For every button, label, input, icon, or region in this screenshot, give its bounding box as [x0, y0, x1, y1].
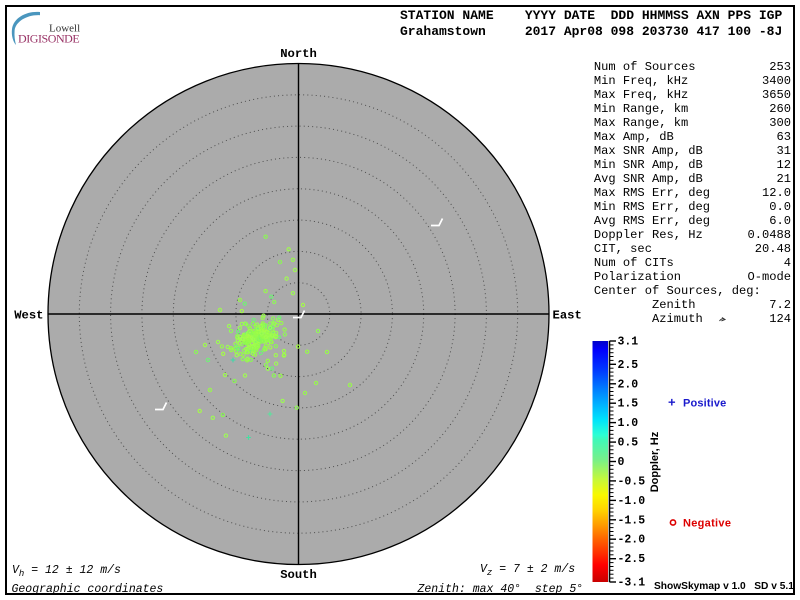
- svg-text:0.0488: 0.0488: [747, 228, 791, 242]
- svg-text:Max Freq, kHz: Max Freq, kHz: [594, 88, 688, 102]
- svg-text:3.1: 3.1: [618, 336, 639, 349]
- svg-text:2.0: 2.0: [618, 378, 639, 391]
- svg-text:7.2: 7.2: [769, 298, 791, 312]
- svg-text:Grahamstown 2017 Apr08 098: Grahamstown 2017 Apr08 098 203730 417 10…: [400, 24, 782, 39]
- svg-text:31: 31: [776, 144, 791, 158]
- svg-text:Vh = 12 ± 12 m/s: Vh = 12 ± 12 m/s: [12, 564, 121, 579]
- svg-text:300: 300: [769, 116, 791, 130]
- svg-text:East: East: [553, 309, 582, 323]
- svg-text:-1.0: -1.0: [618, 495, 646, 508]
- svg-text:Avg RMS Err, deg: Avg RMS Err, deg: [594, 214, 710, 228]
- svg-text:0.5: 0.5: [618, 437, 639, 450]
- svg-text:0: 0: [618, 456, 625, 469]
- svg-text:Max Amp, dB: Max Amp, dB: [594, 130, 674, 144]
- svg-text:Zenith: max 40° step 5°: Zenith: max 40° step 5°: [417, 583, 584, 596]
- svg-text:Lowell: Lowell: [49, 23, 80, 35]
- svg-text:Polarization: Polarization: [594, 270, 681, 284]
- svg-text:20.48: 20.48: [755, 242, 791, 256]
- svg-text:Min Range, km: Min Range, km: [594, 102, 688, 116]
- svg-text:Positive: Positive: [683, 398, 726, 410]
- svg-text:Max SNR Amp, dB: Max SNR Amp, dB: [594, 144, 703, 158]
- svg-text:Num of CITs: Num of CITs: [594, 256, 674, 270]
- svg-text:3400: 3400: [762, 74, 791, 88]
- svg-text:Avg SNR Amp, dB: Avg SNR Amp, dB: [594, 172, 703, 186]
- svg-text:ShowSkymap v 1.0 SD v 5.1: ShowSkymap v 1.0 SD v 5.1: [654, 581, 794, 592]
- svg-text:Max Range, km: Max Range, km: [594, 116, 688, 130]
- svg-text:STATION NAME YYYY DATE DDD: STATION NAME YYYY DATE DDD HHMMSS AXN PP…: [400, 8, 782, 23]
- svg-text:0.0: 0.0: [769, 200, 791, 214]
- svg-text:12.0: 12.0: [762, 186, 791, 200]
- svg-text:-1.5: -1.5: [618, 514, 646, 527]
- svg-text:6.0: 6.0: [769, 214, 791, 228]
- svg-text:North: North: [280, 47, 317, 61]
- svg-text:12: 12: [776, 158, 791, 172]
- svg-text:21: 21: [776, 172, 791, 186]
- svg-text:Num of Sources: Num of Sources: [594, 60, 696, 74]
- svg-text:-2.5: -2.5: [618, 553, 646, 566]
- svg-text:Center of Sources, deg:: Center of Sources, deg:: [594, 284, 761, 298]
- svg-text:Negative: Negative: [683, 518, 731, 530]
- svg-text:Geographic coordinates: Geographic coordinates: [12, 583, 164, 596]
- svg-text:Doppler, Hz: Doppler, Hz: [649, 431, 661, 492]
- svg-text:Doppler Res, Hz: Doppler Res, Hz: [594, 228, 703, 242]
- svg-text:+: +: [668, 395, 676, 410]
- svg-text:DIGISONDE: DIGISONDE: [18, 32, 79, 46]
- svg-text:CIT, sec: CIT, sec: [594, 242, 652, 256]
- svg-text:Min Freq, kHz: Min Freq, kHz: [594, 74, 688, 88]
- svg-text:-0.5: -0.5: [618, 475, 646, 488]
- svg-text:1.0: 1.0: [618, 417, 639, 430]
- svg-text:253: 253: [769, 60, 791, 74]
- svg-text:-3.1: -3.1: [618, 577, 646, 590]
- svg-text:-2.0: -2.0: [618, 534, 646, 547]
- svg-text:Max RMS Err, deg: Max RMS Err, deg: [594, 186, 710, 200]
- svg-text:Azimuth: Azimuth: [594, 312, 703, 326]
- svg-text:South: South: [280, 568, 317, 582]
- svg-text:O-mode: O-mode: [747, 270, 791, 284]
- svg-text:2.5: 2.5: [618, 359, 639, 372]
- svg-text:3650: 3650: [762, 88, 791, 102]
- svg-text:63: 63: [776, 130, 791, 144]
- svg-text:Zenith: Zenith: [594, 298, 696, 312]
- svg-text:1.5: 1.5: [618, 398, 639, 411]
- svg-text:Vz = 7 ± 2 m/s: Vz = 7 ± 2 m/s: [480, 563, 575, 578]
- svg-text:4: 4: [784, 256, 791, 270]
- svg-text:260: 260: [769, 102, 791, 116]
- svg-text:Min SNR Amp, dB: Min SNR Amp, dB: [594, 158, 703, 172]
- svg-text:Min RMS Err, deg: Min RMS Err, deg: [594, 200, 710, 214]
- svg-text:124: 124: [769, 312, 791, 326]
- svg-text:West: West: [14, 309, 43, 323]
